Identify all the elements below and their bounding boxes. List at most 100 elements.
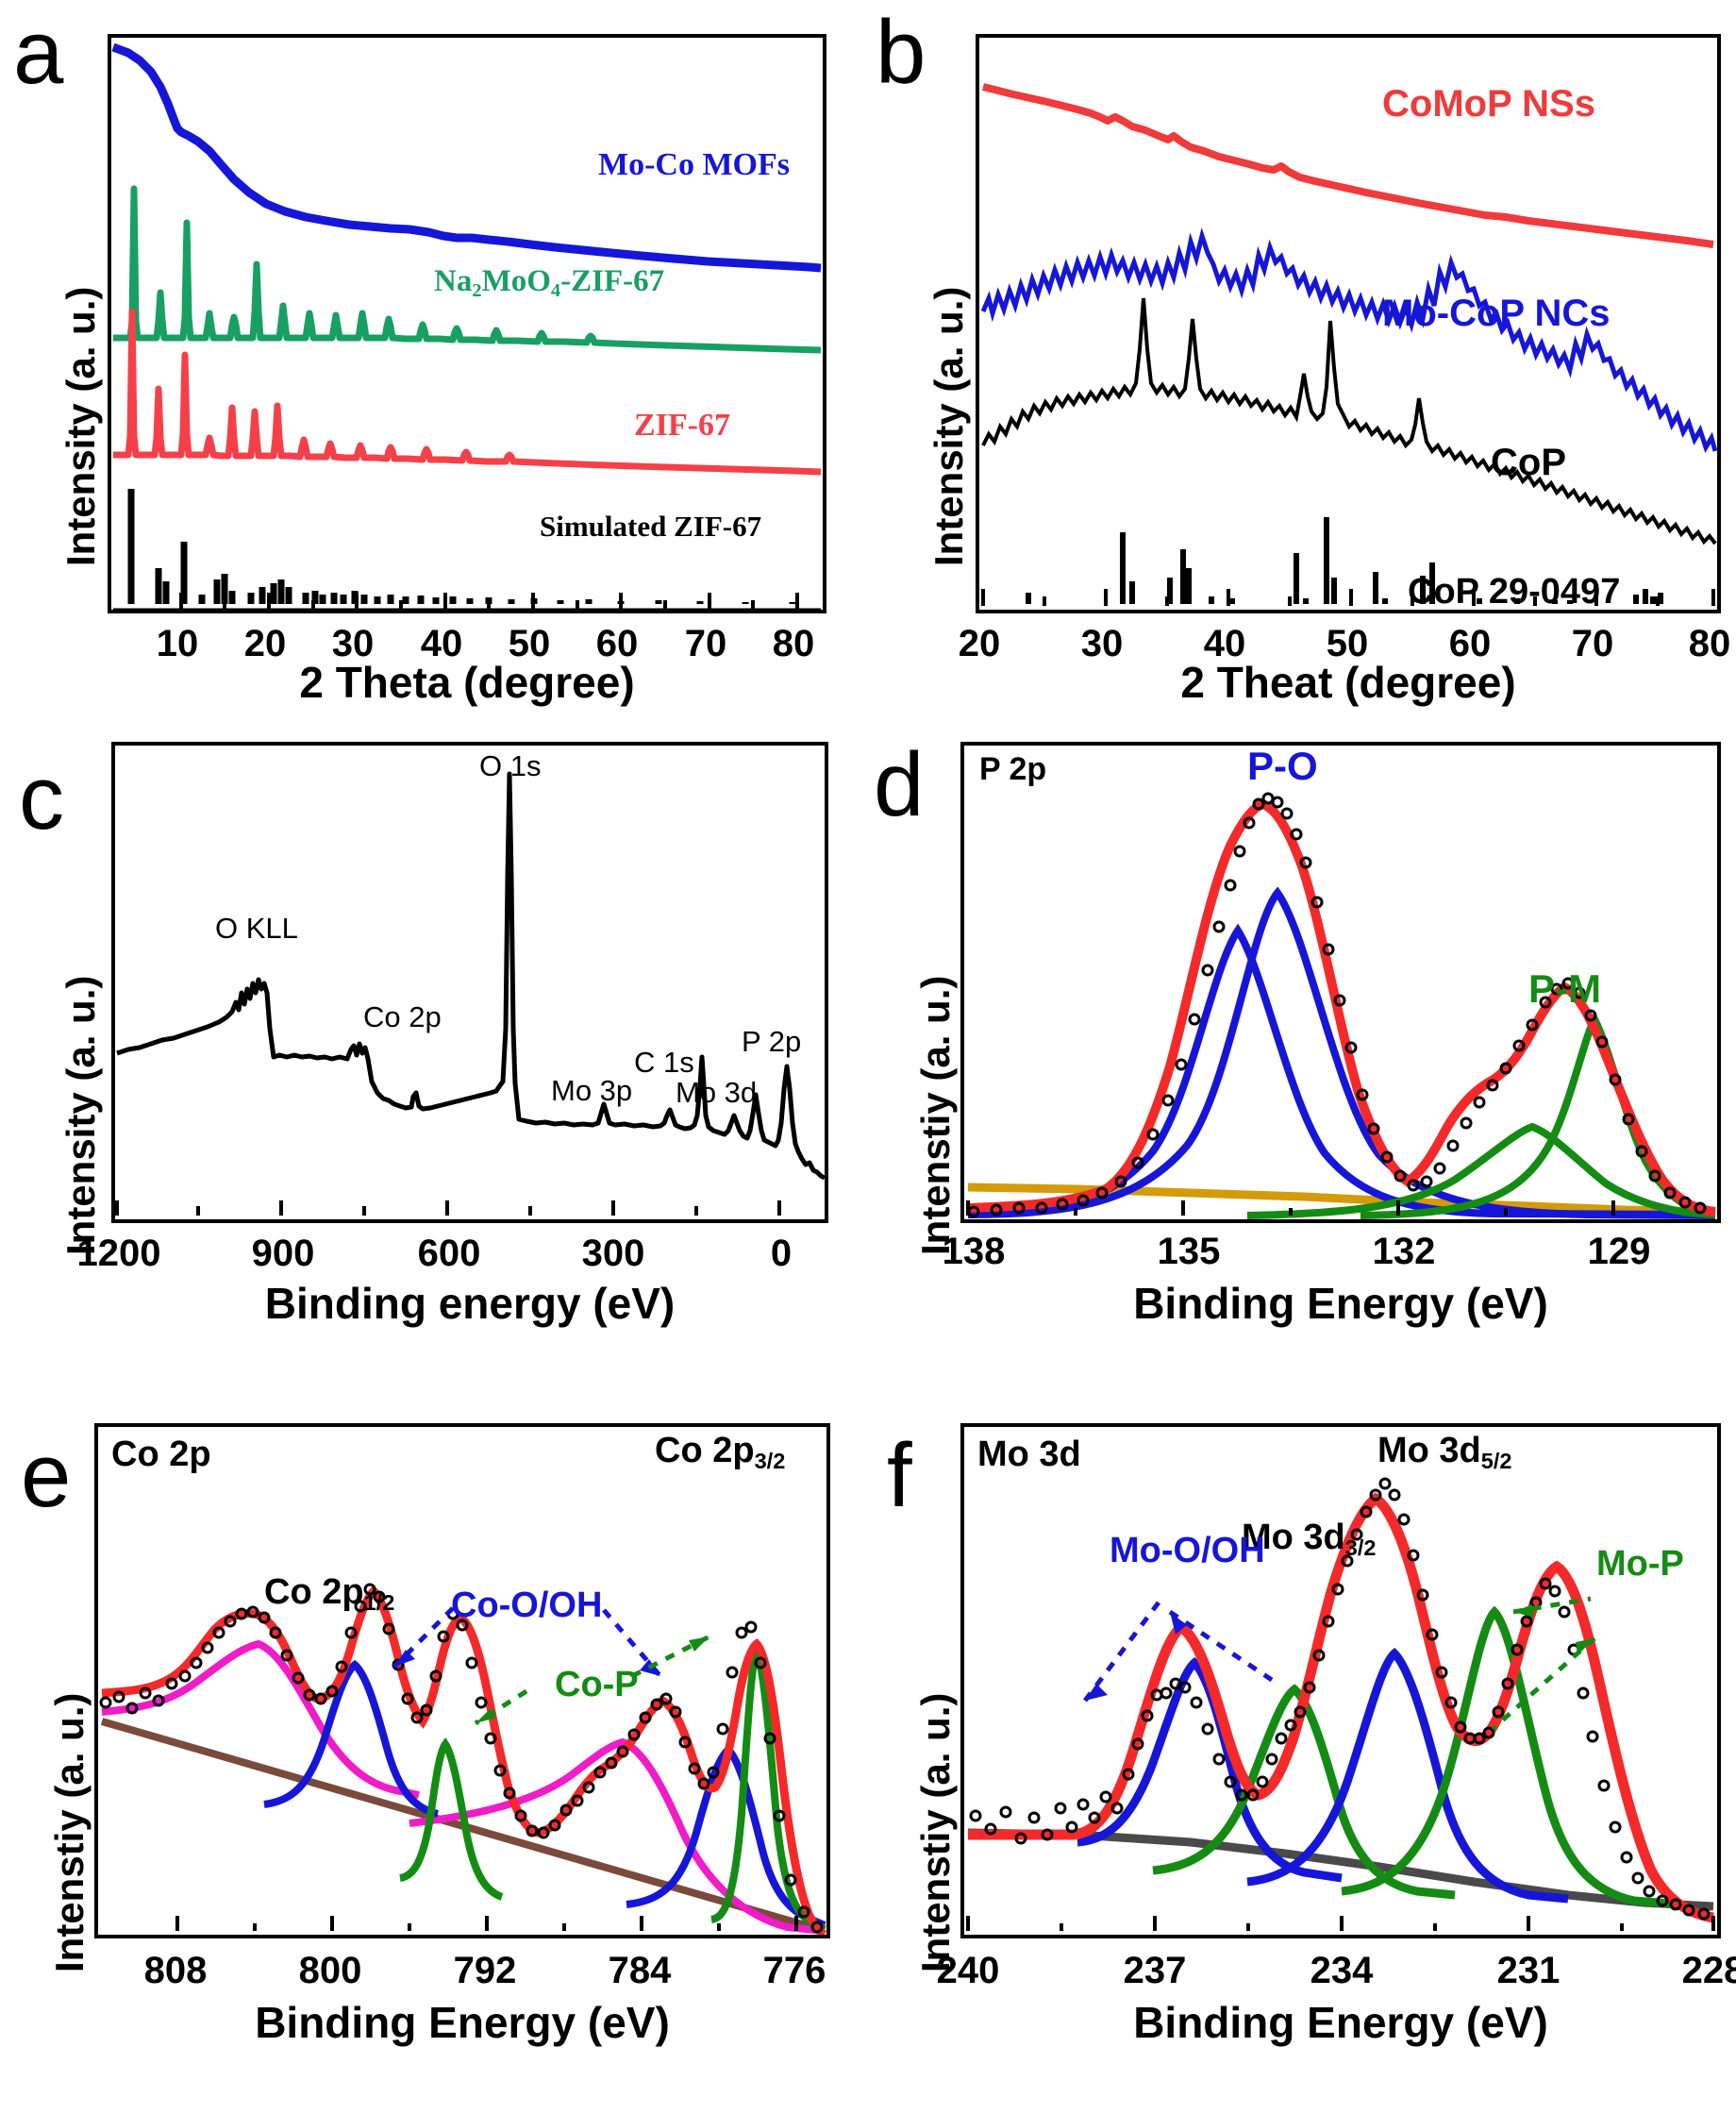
trace-cop: [981, 297, 1717, 545]
panel-a-xtick-4: 50: [508, 623, 551, 664]
panel-a-xtick-6: 70: [684, 623, 727, 664]
panel-b-xtick-6: 80: [1688, 623, 1731, 664]
co2p12-sub: 1/2: [363, 1590, 395, 1616]
panel-b-label-cop: CoP: [1491, 442, 1566, 483]
panel-d-xtick-3: 129: [1587, 1231, 1651, 1272]
panel-c-xtick-3: 300: [581, 1233, 645, 1274]
panel-b-letter: b: [876, 2, 926, 103]
panel-d-xtick-1: 135: [1157, 1231, 1221, 1272]
panel-c-xtick-0: 1200: [76, 1233, 161, 1274]
panel-f: f Intenstiy (a. u.): [868, 1378, 1736, 2114]
panel-a-plot: [108, 34, 826, 613]
na2moo4-mid: MoO: [481, 264, 551, 298]
panel-c-plot: [111, 742, 828, 1223]
panel-c-peak-okll: O KLL: [215, 912, 298, 945]
panel-f-xtick-3: 231: [1496, 1950, 1561, 1991]
panel-e-xtick-2: 792: [453, 1950, 517, 1991]
panel-f-xtick-0: 240: [936, 1950, 1000, 1991]
data-points: [967, 792, 1707, 1218]
panel-b-xtick-3: 50: [1326, 623, 1369, 664]
co2p32-sub: 3/2: [754, 1449, 786, 1474]
panel-e-label-cop: Co-P: [555, 1665, 639, 1704]
panel-c-xticks-marks: [115, 1200, 781, 1216]
curve-envelope: [101, 1585, 826, 1935]
panel-a-xtick-3: 40: [420, 623, 463, 664]
panel-e-xlabel: Binding Energy (eV): [255, 1998, 670, 2047]
panel-a-xtick-7: 80: [772, 623, 815, 664]
panel-f-label-mop: Mo-P: [1596, 1544, 1684, 1584]
panel-a-xtick-1: 20: [243, 623, 287, 664]
panel-a-xtick-5: 60: [595, 623, 639, 664]
panel-a-label-simulated: Simulated ZIF-67: [540, 510, 762, 543]
panel-b: b Intensity (a. u.): [868, 0, 1736, 708]
panel-c-svg: [115, 771, 825, 1216]
panel-b-xtick-1: 30: [1080, 623, 1124, 664]
trace-simulated-zif67: [113, 489, 821, 610]
panel-b-xtick-0: 20: [958, 623, 1001, 664]
panel-e-letter: e: [21, 1425, 72, 1526]
panel-a-svg: [111, 42, 822, 610]
panel-e-xtick-4: 776: [762, 1950, 826, 1991]
panel-b-xticks-marks: [981, 589, 1715, 606]
panel-c-xtick-4: 0: [770, 1233, 793, 1274]
panel-f-title: Mo 3d: [977, 1434, 1081, 1474]
panel-a: a Intensity (a. u.): [0, 0, 868, 707]
panel-f-label-mo3d32: Mo 3d3/2: [1242, 1518, 1377, 1561]
panel-f-label-mooh: Mo-O/OH: [1110, 1531, 1265, 1570]
co2p32-pre: Co 2p: [655, 1431, 755, 1470]
panel-d-xtick-2: 132: [1372, 1231, 1436, 1272]
curve-mop-1: [1152, 1684, 1456, 1900]
mo3d52-sub: 5/2: [1480, 1449, 1512, 1474]
panel-b-xtick-2: 40: [1203, 623, 1246, 664]
panel-d-label-pm: P-M: [1528, 966, 1601, 1011]
panel-c: c Intensity (a. u.) O 1s O KLL Co 2p Mo …: [0, 698, 868, 1378]
panel-c-peak-co2p: Co 2p: [363, 1000, 442, 1033]
panel-e-label-co2p32: Co 2p3/2: [655, 1431, 786, 1474]
panel-e-label-co2p12: Co 2p1/2: [264, 1572, 395, 1616]
trace-survey: [116, 771, 825, 1181]
panel-b-xtick-4: 60: [1448, 623, 1492, 664]
panel-a-letter: a: [13, 2, 64, 103]
panel-b-ylabel: Intensity (a. u.): [926, 286, 971, 566]
panel-d-xlabel: Binding Energy (eV): [1133, 1279, 1548, 1328]
trace-cop-29-0497: [1026, 517, 1663, 604]
panel-f-letter: f: [887, 1425, 912, 1526]
panel-e-svg: [99, 1583, 826, 1935]
panel-b-label-comop: CoMoP NSs: [1382, 83, 1595, 125]
panel-b-svg: [980, 83, 1717, 606]
panel-f-ylabel: Intenstiy (a. u.): [913, 1692, 958, 1972]
panel-a-label-moco: Mo-Co MOFs: [598, 147, 791, 182]
panel-d-title: P 2p: [979, 751, 1047, 787]
curve-cooh-1: [263, 1659, 440, 1818]
panel-e-xticks-marks: [175, 1916, 798, 1931]
panel-d-label-po: P-O: [1247, 744, 1318, 788]
panel-f-plot: [960, 1423, 1721, 1938]
panel-e-ylabel: Intenstiy (a. u.): [47, 1692, 92, 1972]
panel-a-xtick-0: 10: [156, 623, 199, 664]
panel-f-xlabel: Binding Energy (eV): [1133, 1998, 1548, 2047]
na2moo4-sub2: 4: [550, 280, 561, 302]
mo3d52-pre: Mo 3d: [1377, 1431, 1481, 1470]
trace-mo-cop-ncs: [980, 227, 1717, 453]
mo3d32-sub: 3/2: [1344, 1535, 1377, 1561]
panel-e: e Intenstiy (a. u.): [0, 1378, 868, 2114]
panel-e-xtick-0: 808: [143, 1950, 208, 1991]
panel-f-xtick-1: 237: [1123, 1950, 1187, 1991]
panel-c-xlabel: Binding energy (eV): [264, 1279, 676, 1328]
na2moo4-post: -ZIF-67: [560, 264, 665, 298]
panel-a-xticks-marks: [179, 593, 799, 610]
panel-c-peak-mo3p: Mo 3p: [551, 1074, 633, 1107]
trace-zif67: [113, 308, 822, 476]
panel-d-xticks-marks: [966, 1200, 1615, 1216]
panel-c-ylabel: Intensity (a. u.): [58, 975, 103, 1255]
panel-a-xtick-2: 30: [331, 623, 375, 664]
co2p12-pre: Co 2p: [264, 1572, 364, 1612]
panel-b-label-mocop: Mo-CoP NCs: [1382, 293, 1611, 334]
panel-a-label-zif67: ZIF-67: [634, 408, 730, 443]
panel-a-ylabel: Intensity (a. u.): [58, 286, 103, 566]
panel-c-peak-o1s: O 1s: [479, 749, 542, 782]
panel-e-title: Co 2p: [111, 1434, 211, 1474]
panel-d-letter: d: [874, 734, 925, 835]
panel-d-svg: [966, 792, 1716, 1219]
